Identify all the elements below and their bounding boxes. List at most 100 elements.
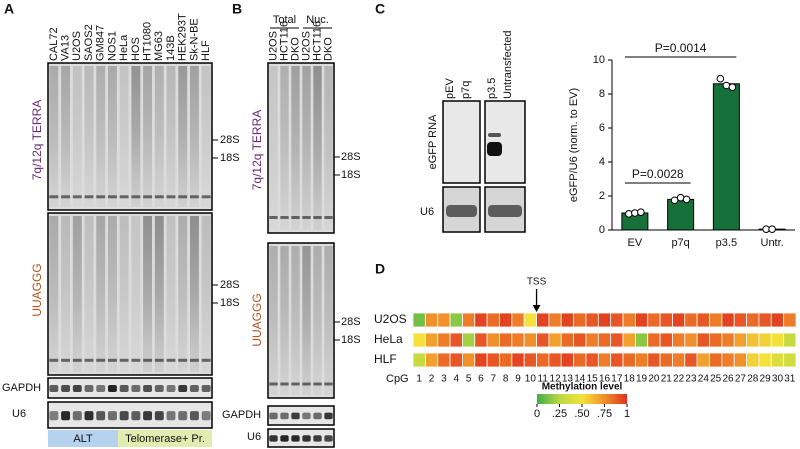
label: 6 (599, 122, 605, 134)
label: 0 (534, 408, 540, 420)
band (488, 133, 501, 137)
label: 6 (478, 374, 484, 385)
cell (511, 352, 525, 368)
cell (449, 332, 463, 348)
label: U2OS (267, 31, 279, 61)
label: .25 (552, 408, 567, 420)
smear (280, 246, 289, 395)
cell (573, 332, 587, 348)
label: 19 (636, 374, 648, 385)
band (72, 195, 82, 199)
label: 7 (491, 374, 497, 385)
cell (672, 312, 686, 328)
smear (154, 216, 164, 372)
band (107, 385, 117, 392)
band (302, 382, 311, 386)
label: 10 (593, 54, 605, 66)
label: 0 (599, 224, 605, 236)
smear (72, 66, 82, 207)
smear (280, 66, 289, 230)
label: UUAGGG (250, 293, 264, 346)
cell (424, 332, 439, 348)
band (72, 385, 82, 392)
cell (523, 312, 537, 328)
label: B (232, 1, 242, 17)
band (61, 385, 71, 392)
band (189, 385, 199, 392)
cell (709, 312, 723, 328)
cell (585, 352, 599, 368)
smear (166, 216, 176, 372)
band (313, 435, 322, 442)
label: .75 (597, 408, 612, 420)
band (280, 382, 289, 386)
cell (536, 312, 550, 328)
smear (119, 66, 129, 207)
label: P=0.0028 (632, 167, 684, 181)
band (61, 411, 71, 421)
cell (437, 352, 451, 368)
blot (267, 242, 335, 399)
cell (770, 352, 785, 368)
band (201, 385, 211, 392)
cell (684, 312, 698, 328)
smear (302, 246, 311, 395)
smear (291, 66, 300, 230)
cell (523, 332, 537, 348)
smear (313, 66, 322, 230)
cell (560, 312, 575, 328)
label: GAPDH (2, 382, 41, 394)
band (269, 435, 278, 442)
label: 3 (441, 374, 447, 385)
cell (536, 332, 550, 348)
label: 28S (341, 316, 361, 328)
band (119, 411, 129, 421)
band (313, 412, 322, 420)
smear (107, 216, 117, 372)
label: 26 (722, 374, 734, 385)
band (131, 358, 141, 362)
label: 8 (503, 374, 509, 385)
band (143, 195, 153, 199)
band (107, 411, 117, 421)
smear (324, 246, 333, 395)
cell (622, 312, 636, 328)
cell (412, 312, 426, 328)
cell (696, 312, 710, 328)
label: 25 (710, 374, 722, 385)
band (119, 195, 129, 199)
label: 15 (587, 374, 599, 385)
blot (442, 100, 481, 184)
band (487, 142, 502, 156)
cell (672, 352, 686, 368)
smear (324, 66, 333, 230)
cell (548, 352, 562, 368)
label: Untransfected (502, 31, 514, 99)
label: GM847 (95, 25, 107, 61)
smear (178, 216, 188, 372)
band (49, 411, 59, 421)
cell (597, 312, 612, 328)
band (178, 358, 188, 362)
cell (511, 332, 525, 348)
cell (647, 312, 661, 328)
band (61, 195, 71, 199)
label: 18S (341, 169, 361, 181)
cell (462, 352, 476, 368)
cell (597, 332, 612, 348)
band (178, 385, 188, 392)
cell (659, 312, 673, 328)
band (446, 205, 477, 217)
smear (84, 216, 94, 372)
cell (721, 352, 735, 368)
label: 27 (735, 374, 747, 385)
band (302, 435, 311, 442)
band (131, 195, 141, 199)
label: C (375, 1, 385, 17)
label: P=0.0014 (655, 41, 707, 55)
label: 28S (341, 151, 361, 163)
blot (47, 377, 213, 399)
smear (189, 216, 199, 372)
cell (499, 352, 513, 368)
